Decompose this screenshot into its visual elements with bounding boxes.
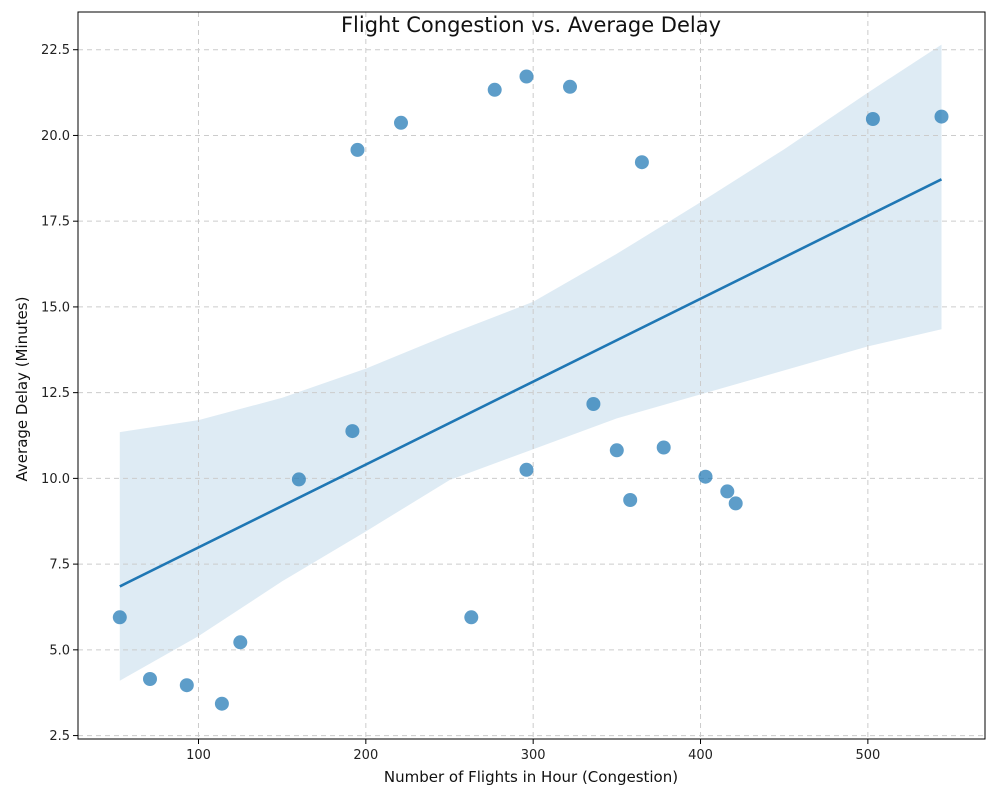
y-tick-label: 12.5 (41, 386, 70, 401)
data-point (563, 79, 577, 94)
y-tick-label: 17.5 (41, 215, 70, 230)
data-point (233, 635, 248, 650)
data-point (865, 112, 880, 126)
x-tick-label: 400 (688, 748, 713, 763)
data-point (143, 672, 157, 686)
y-tick-label: 7.5 (49, 558, 70, 573)
x-axis-label: Number of Flights in Hour (Congestion) (384, 768, 678, 786)
x-tick-label: 200 (353, 748, 378, 763)
data-point (728, 496, 743, 511)
data-point (345, 424, 360, 439)
data-point (623, 493, 638, 507)
x-tick-label: 300 (521, 748, 546, 763)
data-point (214, 696, 229, 711)
data-point (656, 440, 671, 455)
data-point (698, 469, 713, 484)
data-point (179, 678, 194, 693)
y-tick-label: 15.0 (41, 300, 70, 315)
data-point (464, 610, 479, 625)
data-point (350, 142, 365, 157)
data-point (519, 462, 534, 477)
x-tick-label: 500 (855, 748, 880, 763)
y-tick-label: 5.0 (49, 643, 70, 658)
data-point (487, 82, 502, 97)
data-point (609, 443, 624, 458)
data-point (394, 115, 408, 130)
data-point (634, 155, 649, 170)
chart-title: Flight Congestion vs. Average Delay (341, 13, 721, 37)
y-tick-label: 22.5 (41, 43, 70, 58)
confidence-band (119, 44, 942, 681)
y-axis-label: Average Delay (Minutes) (13, 297, 31, 482)
data-point (934, 109, 949, 124)
x-tick-label: 100 (186, 748, 211, 763)
data-point (720, 484, 735, 499)
data-point (519, 69, 534, 84)
y-tick-label: 10.0 (41, 472, 70, 487)
y-tick-label: 2.5 (49, 729, 70, 744)
y-tick-label: 20.0 (41, 129, 70, 144)
data-point (112, 610, 127, 625)
plot-frame (77, 11, 986, 740)
regression-line (119, 178, 943, 588)
data-point (291, 472, 306, 487)
data-point (586, 397, 601, 411)
